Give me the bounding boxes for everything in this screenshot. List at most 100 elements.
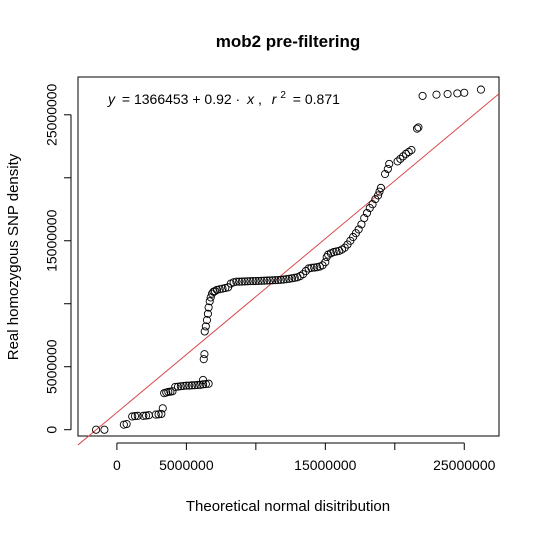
data-point — [204, 303, 213, 312]
data-point — [130, 412, 140, 421]
data-point — [168, 387, 177, 396]
data-point — [218, 284, 227, 293]
data-point — [158, 404, 167, 413]
data-point — [193, 380, 202, 390]
data-point — [128, 412, 137, 421]
data-point — [271, 276, 280, 285]
y-tick-label: 15000000 — [44, 209, 60, 272]
data-point — [287, 274, 297, 283]
data-point — [268, 276, 277, 285]
data-point — [173, 382, 183, 391]
data-point — [412, 124, 422, 133]
data-point — [404, 147, 413, 156]
data-point — [243, 277, 252, 286]
regression-line — [77, 93, 500, 446]
data-point — [476, 85, 485, 94]
data-point — [203, 309, 212, 318]
data-point — [187, 381, 196, 390]
plot-frame — [77, 76, 500, 437]
equation-r-var: r — [272, 91, 278, 107]
data-point — [310, 263, 319, 272]
regression-layer — [77, 93, 500, 446]
data-point — [142, 411, 151, 420]
data-point — [215, 285, 224, 294]
y-tick-label: 25000000 — [44, 83, 60, 146]
data-point — [362, 208, 372, 218]
data-point — [198, 375, 208, 384]
data-point — [354, 225, 363, 234]
data-point — [249, 277, 258, 286]
data-point — [399, 152, 408, 161]
data-point — [329, 248, 338, 257]
data-point — [139, 411, 148, 420]
data-point — [171, 382, 180, 391]
equation-r-value: = 0.871 — [293, 91, 340, 107]
y-tick-label: 0 — [44, 426, 60, 434]
data-point — [443, 89, 452, 99]
data-point — [375, 187, 384, 196]
data-point — [276, 275, 285, 284]
data-point — [304, 264, 313, 273]
data-point — [251, 277, 260, 286]
regression-equation: y = 1366453 + 0.92 · x , r 2 = 0.871 — [107, 85, 340, 107]
equation-body: = 1366453 + 0.92 · — [122, 91, 240, 107]
data-point — [385, 159, 394, 168]
x-tick-label: 15000000 — [294, 457, 357, 473]
data-point — [432, 90, 441, 99]
data-point — [453, 89, 462, 98]
data-point — [360, 214, 369, 223]
data-point — [374, 191, 383, 200]
data-point — [418, 91, 427, 100]
data-point — [232, 277, 241, 286]
data-point — [92, 425, 101, 434]
data-point — [154, 410, 163, 419]
data-point — [182, 381, 191, 390]
data-point — [381, 169, 390, 179]
data-point — [260, 276, 269, 285]
data-point — [414, 123, 423, 132]
equation-y-var: y — [107, 91, 116, 107]
data-point — [383, 164, 392, 174]
data-point — [279, 275, 288, 284]
data-point — [201, 380, 210, 389]
data-point — [196, 380, 205, 389]
data-point — [200, 350, 209, 359]
data-point — [262, 276, 272, 285]
points-layer — [92, 85, 485, 434]
data-point — [376, 183, 385, 192]
data-point — [237, 277, 247, 286]
data-point — [202, 316, 211, 325]
y-axis-label: Real homozygous SNP density — [5, 153, 22, 360]
x-tick-label: 25000000 — [433, 457, 496, 473]
data-point — [393, 157, 402, 166]
y-axis: 0 5000000 15000000 25000000 — [44, 83, 72, 434]
x-axis: 0 5000000 15000000 25000000 — [113, 442, 496, 473]
data-point — [133, 411, 142, 420]
data-point — [119, 420, 128, 429]
data-point — [401, 149, 410, 158]
data-point — [296, 271, 305, 281]
equation-comma: , — [258, 91, 262, 107]
data-point — [321, 258, 330, 267]
data-point — [198, 380, 208, 389]
chart-title: mob2 pre-filtering — [216, 32, 361, 51]
data-point — [307, 263, 316, 272]
data-point — [204, 379, 213, 388]
data-point — [332, 247, 341, 256]
data-point — [285, 274, 294, 283]
data-point — [460, 88, 469, 97]
data-point — [151, 410, 160, 419]
data-point — [407, 146, 416, 155]
data-point — [205, 297, 214, 306]
equation-x-var: x — [246, 91, 255, 107]
data-point — [246, 277, 255, 286]
data-point — [290, 273, 299, 282]
data-point — [254, 276, 263, 285]
x-axis-label: Theoretical normal disitribution — [186, 498, 390, 515]
data-point — [221, 283, 230, 293]
data-point — [185, 381, 194, 390]
data-point — [312, 263, 322, 272]
data-point — [240, 277, 249, 286]
data-point — [368, 200, 377, 209]
